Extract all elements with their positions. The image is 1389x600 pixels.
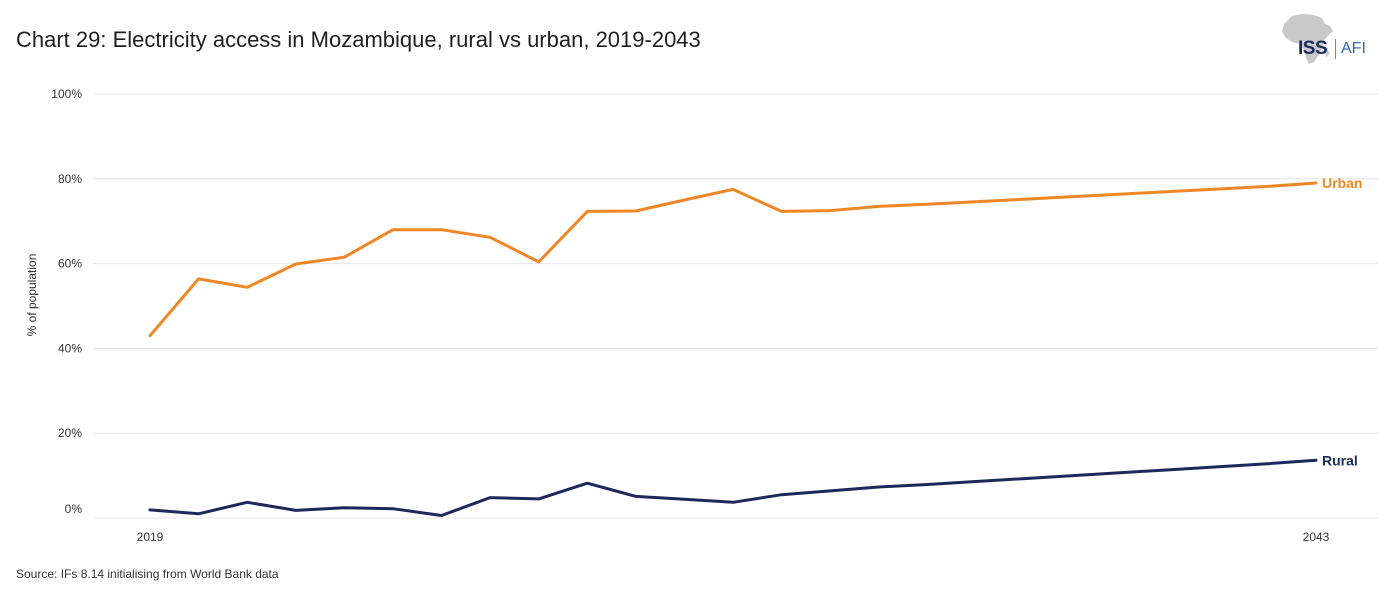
y-tick-label: 60%: [58, 257, 82, 271]
y-tick-label: 40%: [58, 341, 82, 355]
y-tick-label: 100%: [51, 87, 82, 101]
series-lines: Urban Rural: [148, 175, 1362, 517]
series-line-urban: [148, 181, 1318, 338]
iss-afi-logo: ISS AFI: [1278, 12, 1378, 68]
x-axis-ticks: 2019 2043: [137, 530, 1330, 544]
logo-divider: [1335, 39, 1336, 59]
series-label-urban: Urban: [1322, 175, 1362, 191]
source-note: Source: IFs 8.14 initialising from World…: [16, 567, 279, 581]
chart-title: Chart 29: Electricity access in Mozambiq…: [16, 27, 701, 52]
gridlines: [93, 93, 1378, 519]
y-tick-label: 80%: [58, 172, 82, 186]
series-label-rural: Rural: [1322, 452, 1358, 468]
y-axis-ticks: 0% 20% 40% 60% 80% 100%: [51, 87, 82, 516]
y-tick-label: 0%: [65, 502, 83, 516]
y-tick-label: 20%: [58, 426, 82, 440]
x-tick-label: 2043: [1303, 530, 1330, 544]
y-axis-label: % of population: [25, 254, 39, 337]
logo-iss-text: ISS: [1298, 38, 1328, 59]
africa-map-icon: [1282, 14, 1333, 64]
series-line-rural: [148, 458, 1318, 517]
logo-afi-text: AFI: [1341, 40, 1366, 57]
x-tick-label: 2019: [137, 530, 164, 544]
